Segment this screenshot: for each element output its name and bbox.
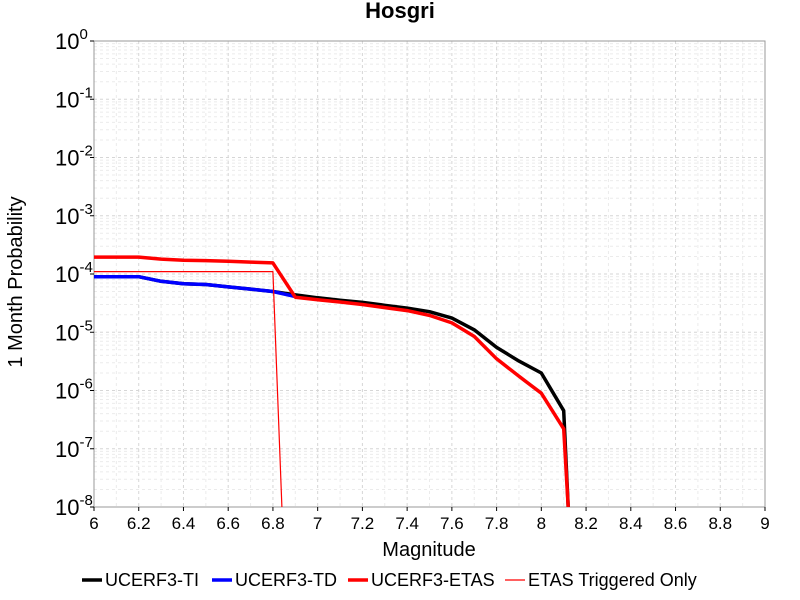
y-tick-label: 10-7 [55, 434, 93, 462]
x-tick-label: 8.8 [708, 514, 732, 533]
y-tick-label: 10-4 [55, 259, 93, 287]
y-tick-label: 10-6 [55, 376, 93, 404]
x-tick-label: 7.2 [351, 514, 375, 533]
y-axis-label: 1 Month Probability [5, 196, 27, 367]
chart-title: Hosgri [365, 0, 435, 23]
series-layer [94, 255, 570, 507]
x-tick-label: 8.2 [574, 514, 598, 533]
x-tick-label: 7 [313, 514, 322, 533]
x-tick-label: 8.6 [664, 514, 688, 533]
x-axis-label: Magnitude [382, 539, 475, 561]
x-tick-label: 6.2 [127, 514, 151, 533]
x-tick-label: 6.4 [172, 514, 196, 533]
x-tick-label: 7.4 [395, 514, 419, 533]
y-tick-label: 10-2 [55, 143, 93, 171]
y-tick-label: 10-5 [55, 317, 93, 345]
x-tick-label: 9 [760, 514, 769, 533]
x-tick-label: 7.6 [440, 514, 464, 533]
x-axis-ticks: 6 6.2 6.4 6.6 6.8 7 7.2 7.4 7.6 7.8 8 8.2 8.4 8.6 8.8 9 [89, 507, 770, 533]
x-tick-label: 6 [89, 514, 98, 533]
x-tick-label: 8 [537, 514, 546, 533]
legend-label-etas-triggered-only: ETAS Triggered Only [528, 570, 697, 590]
x-tick-label: 6.6 [216, 514, 240, 533]
legend-label-ucerf3-td: UCERF3-TD [235, 570, 337, 590]
y-tick-label: 100 [55, 26, 88, 54]
legend-label-ucerf3-ti: UCERF3-TI [105, 570, 199, 590]
series-line-ucerf3-td [94, 274, 296, 299]
y-axis-ticks: 100 10-1 10-2 10-3 10-4 10-5 10-6 10-7 10-8 [55, 26, 94, 520]
series-line-ucerf3-etas [94, 255, 570, 507]
y-tick-label: 10-1 [55, 84, 93, 112]
y-tick-label: 10-8 [55, 492, 93, 520]
x-tick-label: 8.4 [619, 514, 643, 533]
minor-gridlines [94, 41, 765, 507]
legend: UCERF3-TI UCERF3-TD UCERF3-ETAS ETAS Trigge… [82, 570, 697, 590]
y-tick-label: 10-3 [55, 201, 93, 229]
legend-label-ucerf3-etas: UCERF3-ETAS [371, 570, 495, 590]
series-line-etas-triggered-only [94, 271, 283, 507]
x-tick-label: 6.8 [261, 514, 285, 533]
x-tick-label: 7.8 [485, 514, 509, 533]
